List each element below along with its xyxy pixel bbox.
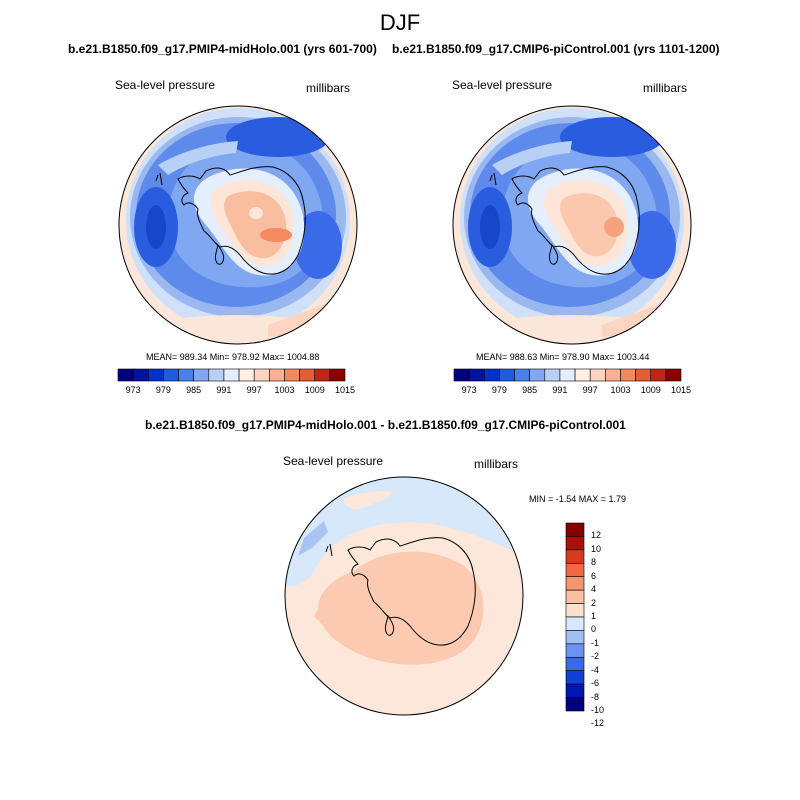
diff-colorbar-swatch xyxy=(565,643,585,658)
colorbar-swatch xyxy=(620,368,636,382)
right-stats: MEAN= 988.63 Min= 978.90 Max= 1003.44 xyxy=(476,352,650,362)
right-colorbar xyxy=(453,368,682,382)
diff-colorbar-swatch xyxy=(565,522,585,537)
diff-colorbar-tick-label: -8 xyxy=(591,691,600,702)
colorbar-swatch xyxy=(299,368,316,382)
diff-colorbar-tick-label: 12 xyxy=(591,530,602,541)
colorbar-swatch xyxy=(514,368,530,382)
colorbar-tick-label: 1009 xyxy=(304,385,325,395)
colorbar-tick-label: 1003 xyxy=(610,385,631,395)
colorbar-tick-label: 973 xyxy=(125,385,141,395)
diff-colorbar-tick-label: 6 xyxy=(591,570,597,581)
colorbar-swatch xyxy=(635,368,652,382)
colorbar-swatch xyxy=(499,368,515,382)
colorbar-swatch xyxy=(453,368,470,382)
colorbar-tick-label: 997 xyxy=(246,385,262,395)
diff-colorbar-tick-label: 2 xyxy=(591,597,597,608)
difference-units-label: millibars xyxy=(474,457,519,471)
colorbar-tick-label: 979 xyxy=(491,385,507,395)
left-units-label: millibars xyxy=(306,81,351,95)
diff-colorbar-tick-label: 8 xyxy=(591,557,597,568)
colorbar-swatch xyxy=(468,368,485,382)
left-variable-label: Sea-level pressure xyxy=(115,78,216,92)
diff-colorbar-swatch xyxy=(565,536,585,551)
colorbar-swatch xyxy=(147,368,164,382)
right-units-label: millibars xyxy=(643,81,688,95)
right-slp-map xyxy=(452,105,692,345)
diff-colorbar-tick-label: 0 xyxy=(591,624,597,635)
diff-colorbar-tick-label: -1 xyxy=(591,637,600,648)
left-slp-map xyxy=(118,105,358,345)
diff-colorbar-tick-label: -2 xyxy=(591,651,600,662)
diff-colorbar-swatch xyxy=(565,589,585,604)
diff-colorbar-swatch xyxy=(565,576,585,591)
colorbar-swatch xyxy=(253,368,270,382)
colorbar-tick-label: 1009 xyxy=(640,385,661,395)
colorbar-swatch xyxy=(559,368,576,382)
colorbar-swatch xyxy=(284,368,300,382)
colorbar-tick-label: 1015 xyxy=(671,385,692,395)
colorbar-swatch xyxy=(223,368,240,382)
diff-colorbar-swatch xyxy=(565,603,585,618)
diff-colorbar-tick-label: 10 xyxy=(591,543,602,554)
colorbar-swatch xyxy=(574,368,591,382)
right-panel-title: b.e21.B1850.f09_g17.CMIP6-piControl.001 … xyxy=(392,42,720,56)
diff-colorbar-swatch xyxy=(565,562,585,578)
diff-colorbar-tick-label: 1 xyxy=(591,611,597,621)
colorbar-swatch xyxy=(650,368,667,382)
colorbar-swatch xyxy=(132,368,149,382)
colorbar-swatch xyxy=(314,368,331,382)
diff-colorbar-tick-label: -4 xyxy=(591,664,600,675)
colorbar-swatch xyxy=(544,368,561,382)
left-colorbar xyxy=(117,368,346,382)
diff-colorbar-swatch xyxy=(565,549,585,564)
colorbar-tick-label: 1003 xyxy=(274,385,295,395)
colorbar-tick-label: 985 xyxy=(186,385,202,395)
diff-colorbar-swatch xyxy=(565,697,585,712)
colorbar-swatch xyxy=(178,368,194,382)
colorbar-swatch xyxy=(483,368,500,382)
diff-colorbar-tick-label: -6 xyxy=(591,678,600,689)
difference-stats: MIN = -1.54 MAX = 1.79 xyxy=(529,494,627,504)
diff-colorbar-swatch xyxy=(565,683,585,698)
colorbar-swatch xyxy=(529,368,546,382)
difference-map xyxy=(284,476,524,716)
right-variable-label: Sea-level pressure xyxy=(452,78,553,92)
difference-title: b.e21.B1850.f09_g17.PMIP4-midHolo.001 - … xyxy=(145,418,626,432)
left-panel-title: b.e21.B1850.f09_g17.PMIP4-midHolo.001 (y… xyxy=(68,42,377,56)
diff-colorbar-tick-label: -10 xyxy=(591,705,605,715)
colorbar-swatch xyxy=(329,368,346,382)
colorbar-swatch xyxy=(117,368,134,382)
diff-colorbar-tick-label: 4 xyxy=(591,584,597,595)
difference-variable-label: Sea-level pressure xyxy=(283,454,384,468)
colorbar-swatch xyxy=(665,368,682,382)
colorbar-swatch xyxy=(193,368,210,382)
colorbar-tick-label: 985 xyxy=(522,385,538,395)
colorbar-tick-label: 991 xyxy=(216,385,232,395)
diff-colorbar-tick-label: -12 xyxy=(591,718,605,729)
left-stats: MEAN= 989.34 Min= 978.92 Max= 1004.88 xyxy=(146,352,320,362)
colorbar-swatch xyxy=(269,368,285,382)
colorbar-tick-label: 991 xyxy=(552,385,568,395)
colorbar-tick-label: 979 xyxy=(155,385,171,395)
diff-colorbar-swatch xyxy=(565,656,585,672)
colorbar-swatch xyxy=(238,368,255,382)
colorbar-swatch xyxy=(589,368,606,382)
colorbar-swatch xyxy=(208,368,225,382)
diff-colorbar-swatch xyxy=(565,630,585,645)
season-title: DJF xyxy=(379,10,421,35)
colorbar-swatch xyxy=(163,368,179,382)
colorbar-tick-label: 973 xyxy=(461,385,477,395)
diff-colorbar-swatch xyxy=(565,670,585,685)
colorbar-tick-label: 1015 xyxy=(335,385,356,395)
colorbar-swatch xyxy=(605,368,621,382)
colorbar-tick-label: 997 xyxy=(582,385,598,395)
diff-colorbar-swatch xyxy=(565,616,585,631)
difference-colorbar xyxy=(565,522,585,712)
